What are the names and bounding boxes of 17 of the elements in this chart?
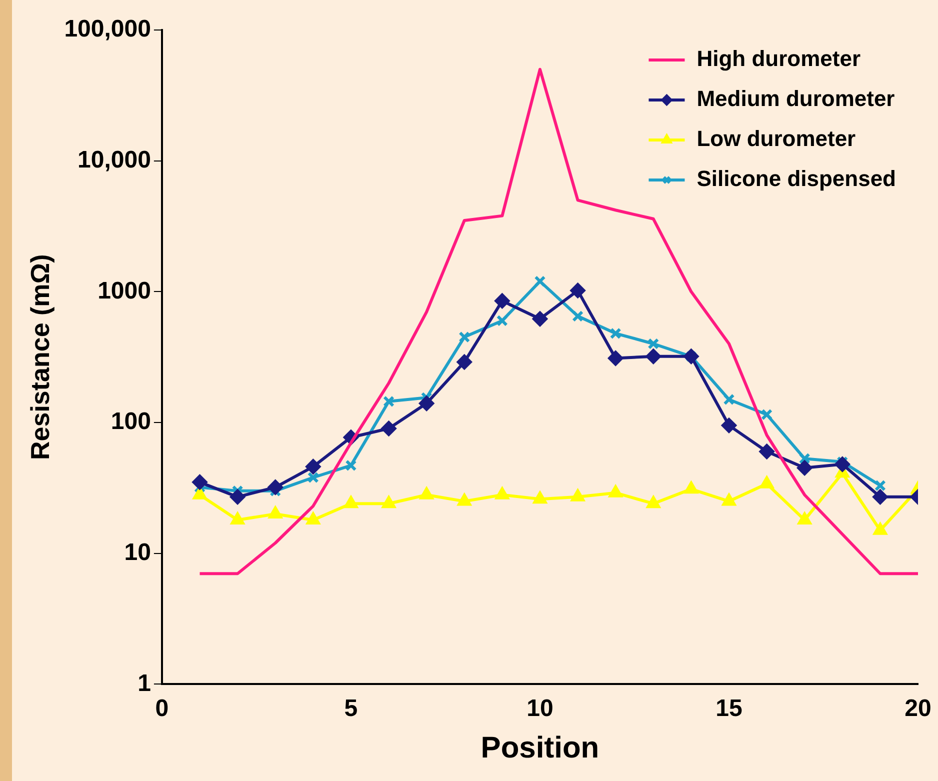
- y-tick-label: 10: [124, 538, 151, 566]
- x-tick-label: 10: [526, 695, 554, 722]
- y-tick-label: 10,000: [78, 146, 151, 174]
- y-axis-title: Resistance (mΩ): [24, 254, 55, 460]
- legend-label: Medium durometer: [696, 86, 896, 112]
- legend-label: High durometer: [696, 46, 861, 72]
- y-tick-label: 100,000: [64, 16, 151, 43]
- x-tick-label: 20: [904, 695, 932, 722]
- y-tick-label: 1: [138, 670, 151, 697]
- y-tick-label: 1000: [98, 277, 151, 304]
- x-tick-label: 5: [344, 695, 358, 722]
- legend-label: Silicone dispensed: [696, 166, 896, 192]
- legend-label: Low durometer: [696, 126, 856, 152]
- x-tick-label: 0: [155, 695, 169, 722]
- y-tick-label: 100: [110, 408, 151, 436]
- x-tick-label: 15: [716, 695, 742, 722]
- x-axis-title: Position: [480, 731, 600, 764]
